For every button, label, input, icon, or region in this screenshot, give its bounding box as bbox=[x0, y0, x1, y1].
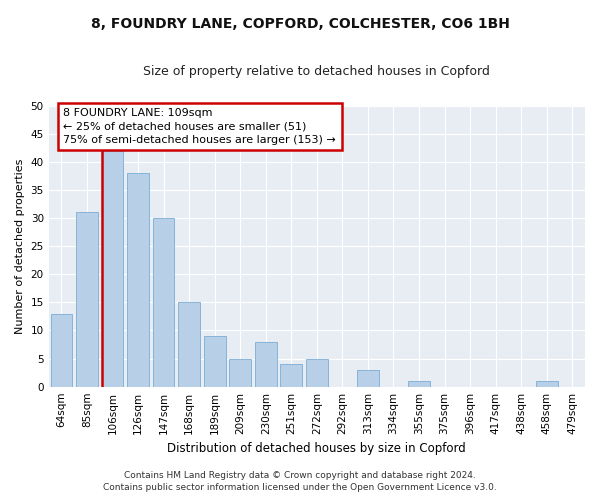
Text: 8 FOUNDRY LANE: 109sqm
← 25% of detached houses are smaller (51)
75% of semi-det: 8 FOUNDRY LANE: 109sqm ← 25% of detached… bbox=[64, 108, 336, 145]
Bar bbox=[153, 218, 175, 386]
Bar bbox=[50, 314, 72, 386]
Bar bbox=[408, 381, 430, 386]
Y-axis label: Number of detached properties: Number of detached properties bbox=[15, 158, 25, 334]
Text: Contains HM Land Registry data © Crown copyright and database right 2024.
Contai: Contains HM Land Registry data © Crown c… bbox=[103, 471, 497, 492]
Title: Size of property relative to detached houses in Copford: Size of property relative to detached ho… bbox=[143, 65, 490, 78]
Text: 8, FOUNDRY LANE, COPFORD, COLCHESTER, CO6 1BH: 8, FOUNDRY LANE, COPFORD, COLCHESTER, CO… bbox=[91, 18, 509, 32]
Bar bbox=[357, 370, 379, 386]
Bar bbox=[101, 150, 124, 386]
Bar bbox=[76, 212, 98, 386]
Bar bbox=[306, 358, 328, 386]
Bar bbox=[127, 173, 149, 386]
Bar bbox=[536, 381, 557, 386]
Bar bbox=[178, 302, 200, 386]
Bar bbox=[204, 336, 226, 386]
X-axis label: Distribution of detached houses by size in Copford: Distribution of detached houses by size … bbox=[167, 442, 466, 455]
Bar bbox=[280, 364, 302, 386]
Bar bbox=[229, 358, 251, 386]
Bar bbox=[255, 342, 277, 386]
